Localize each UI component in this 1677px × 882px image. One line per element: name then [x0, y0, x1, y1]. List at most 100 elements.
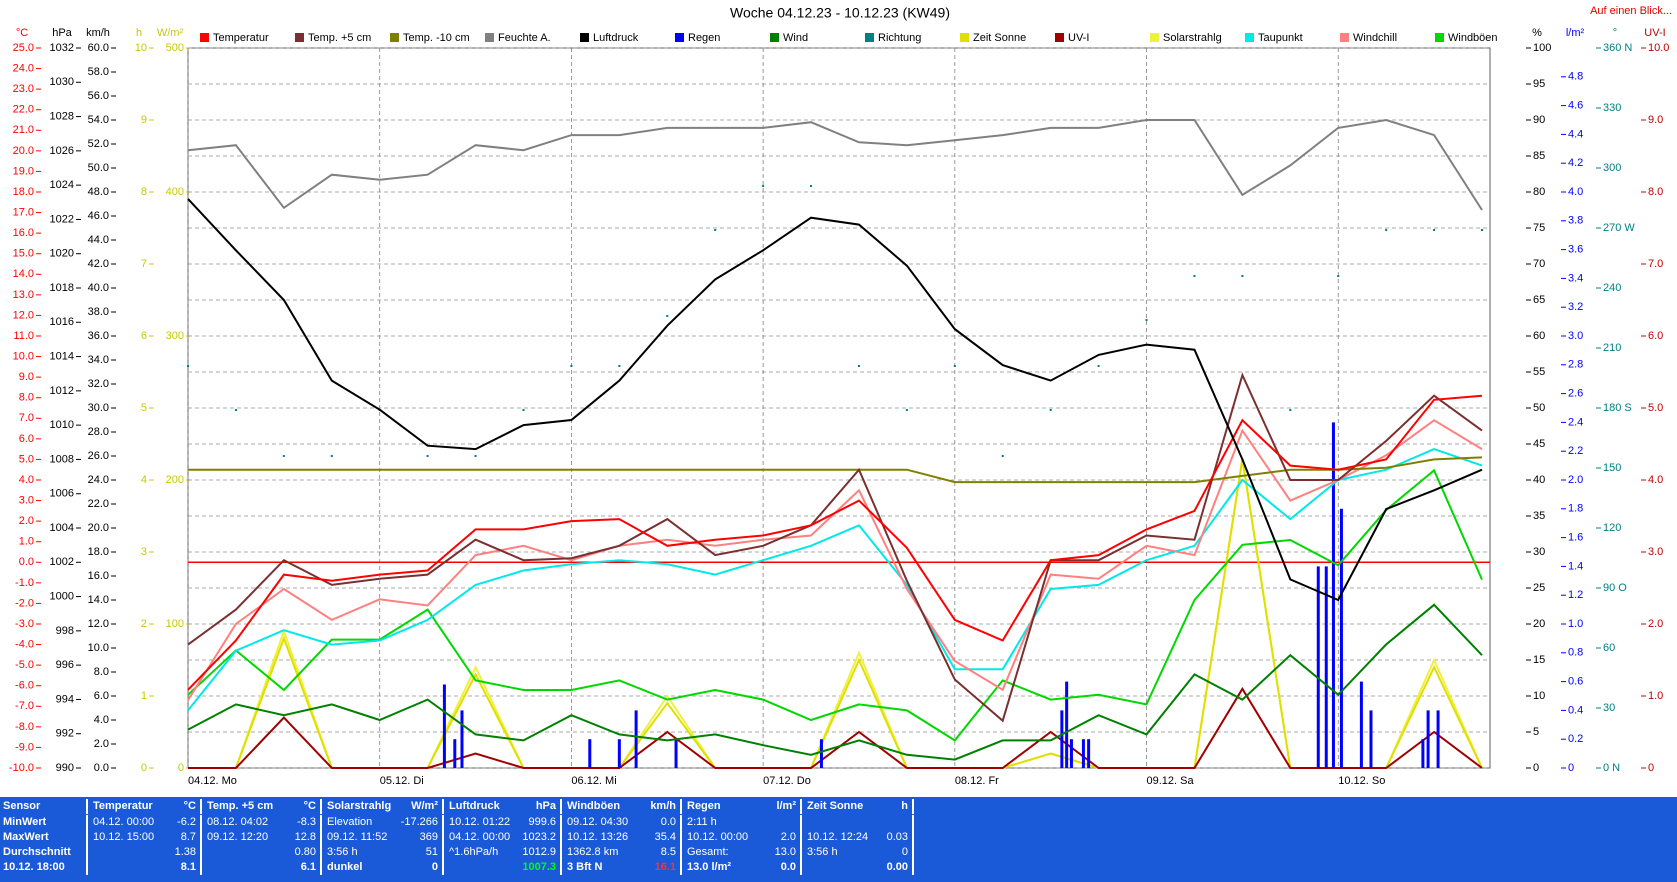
table-cell: 09.12. 04:30 0.0 — [564, 815, 682, 830]
chart: Woche 04.12.23 - 10.12.23 (KW49) Auf ein… — [9, 5, 1672, 787]
direction-dot — [474, 455, 477, 457]
y-tick-label: 500 — [166, 42, 184, 54]
y-tick-label: 1.2 — [1568, 589, 1583, 601]
table-cell: 8.1 — [90, 860, 202, 875]
rain-bar — [1421, 739, 1425, 768]
table-cell: Solarstrahlg W/m² — [324, 799, 444, 814]
y-tick-label: 12.0 — [13, 309, 34, 321]
y-tick-label: 180 S — [1603, 402, 1632, 414]
y-tick-label: 100 — [166, 618, 184, 630]
y-tick-label: -8.0 — [15, 721, 34, 733]
y-tick-label: 240 — [1603, 282, 1621, 294]
series-line — [187, 372, 1483, 723]
y-tick-label: 30.0 — [88, 402, 109, 414]
cell-text: 12.8 — [294, 831, 316, 843]
cell-text: 10.12. 00:00 — [687, 831, 749, 843]
table-cell: 10.12. 00:00 2.0 — [684, 830, 802, 845]
table-cell: Windböen km/h — [564, 799, 682, 814]
legend-swatch — [960, 33, 969, 42]
rain-bar — [1426, 710, 1430, 768]
table-cell: Luftdruck hPa — [446, 799, 562, 814]
cell-text: 10.12. 13:26 — [567, 831, 629, 843]
y-tick-label: 1030 — [50, 76, 74, 88]
link[interactable]: Auf einen Blick... — [1590, 5, 1672, 17]
cell-text: Zeit Sonne — [807, 800, 864, 812]
series-line — [187, 394, 1483, 691]
cell-text: km/h — [650, 800, 676, 812]
cell-text: Solarstrahlg — [327, 800, 392, 812]
y-tick-label: 0 — [1568, 762, 1574, 774]
table-cell: Zeit Sonne h — [804, 799, 914, 814]
cell-text: Regen — [687, 800, 721, 812]
y-tick-label: 35 — [1533, 510, 1545, 522]
y-tick-label: 34.0 — [88, 354, 109, 366]
direction-dot — [426, 455, 429, 457]
y-tick-label: 60 — [1533, 330, 1545, 342]
rain-bar — [1316, 566, 1320, 768]
y-tick-label: 0.6 — [1568, 676, 1583, 688]
y-tick-label: 7 — [141, 258, 147, 270]
direction-dot — [905, 409, 908, 411]
table-cell: 1007.3 — [446, 860, 562, 875]
table-cell: dunkel 0 — [324, 860, 444, 875]
axis-unit: % — [1532, 27, 1542, 39]
axis-unit: l/m² — [1566, 27, 1585, 39]
y-tick-label: 300 — [166, 330, 184, 342]
rain-bar — [1081, 739, 1085, 768]
cell-text: 3:56 h — [327, 846, 358, 858]
rain-bar — [1060, 710, 1064, 768]
y-tick-label: 8.0 — [1648, 186, 1663, 198]
y-tick-label: 998 — [56, 625, 74, 637]
cell-text: 1.38 — [174, 846, 196, 858]
cell-text: 08.12. 04:02 — [207, 816, 269, 828]
y-tick-label: 24.0 — [88, 474, 109, 486]
table-cell: 0.00 — [804, 860, 914, 875]
table-cell: MinWert — [0, 815, 88, 830]
y-tick-label: -4.0 — [15, 638, 34, 650]
y-tick-label: 2.0 — [1568, 474, 1583, 486]
legend-label: Regen — [688, 32, 720, 44]
y-tick-label: 2 — [141, 618, 147, 630]
legend-label: Zeit Sonne — [973, 32, 1026, 44]
y-tick-label: 3.4 — [1568, 272, 1583, 284]
y-tick-label: 7.0 — [1648, 258, 1663, 270]
y-tick-label: 4 — [141, 474, 147, 486]
table-cell: 10.12. 12:24 0.03 — [804, 830, 914, 845]
y-tick-label: 15 — [1533, 654, 1545, 666]
table-cell: 04.12. 00:00 -6.2 — [90, 815, 202, 830]
y-tick-label: 0.8 — [1568, 647, 1583, 659]
y-tick-label: 0 — [141, 762, 147, 774]
rain-bar — [674, 739, 678, 768]
y-tick-label: 1006 — [50, 488, 74, 500]
cell-text: 09.12. 04:30 — [567, 816, 629, 828]
table-cell: Gesamt: 13.0 — [684, 845, 802, 860]
rain-bar — [1069, 739, 1073, 768]
y-tick-label: 360 N — [1603, 42, 1632, 54]
cell-text: 1007.3 — [522, 861, 556, 873]
cell-text: 09.12. 12:20 — [207, 831, 269, 843]
axis-unit: W/m² — [157, 27, 184, 39]
cell-text: 04.12. 00:00 — [449, 831, 511, 843]
legend-swatch — [390, 33, 399, 42]
y-tick-label: 0 N — [1603, 762, 1620, 774]
cell-text: Luftdruck — [449, 800, 500, 812]
legend-label: Temp. -10 cm — [403, 32, 470, 44]
direction-dot — [714, 229, 717, 231]
y-tick-label: 25 — [1533, 582, 1545, 594]
table-cell — [804, 815, 914, 830]
x-tick-label: 05.12. Di — [380, 775, 424, 787]
axis-unit: km/h — [86, 27, 110, 39]
y-tick-label: 80 — [1533, 186, 1545, 198]
x-tick-label: 08.12. Fr — [955, 775, 999, 787]
y-tick-label: 50 — [1533, 402, 1545, 414]
y-tick-label: -6.0 — [15, 680, 34, 692]
direction-dot — [1289, 409, 1292, 411]
direction-dot — [1001, 455, 1004, 457]
y-tick-label: 1.6 — [1568, 532, 1583, 544]
direction-dot — [1385, 229, 1388, 231]
cell-text: 16.1 — [654, 861, 676, 873]
y-tick-label: 18.0 — [88, 546, 109, 558]
y-tick-label: 2.6 — [1568, 388, 1583, 400]
y-tick-label: 70 — [1533, 258, 1545, 270]
legend-swatch — [675, 33, 684, 42]
